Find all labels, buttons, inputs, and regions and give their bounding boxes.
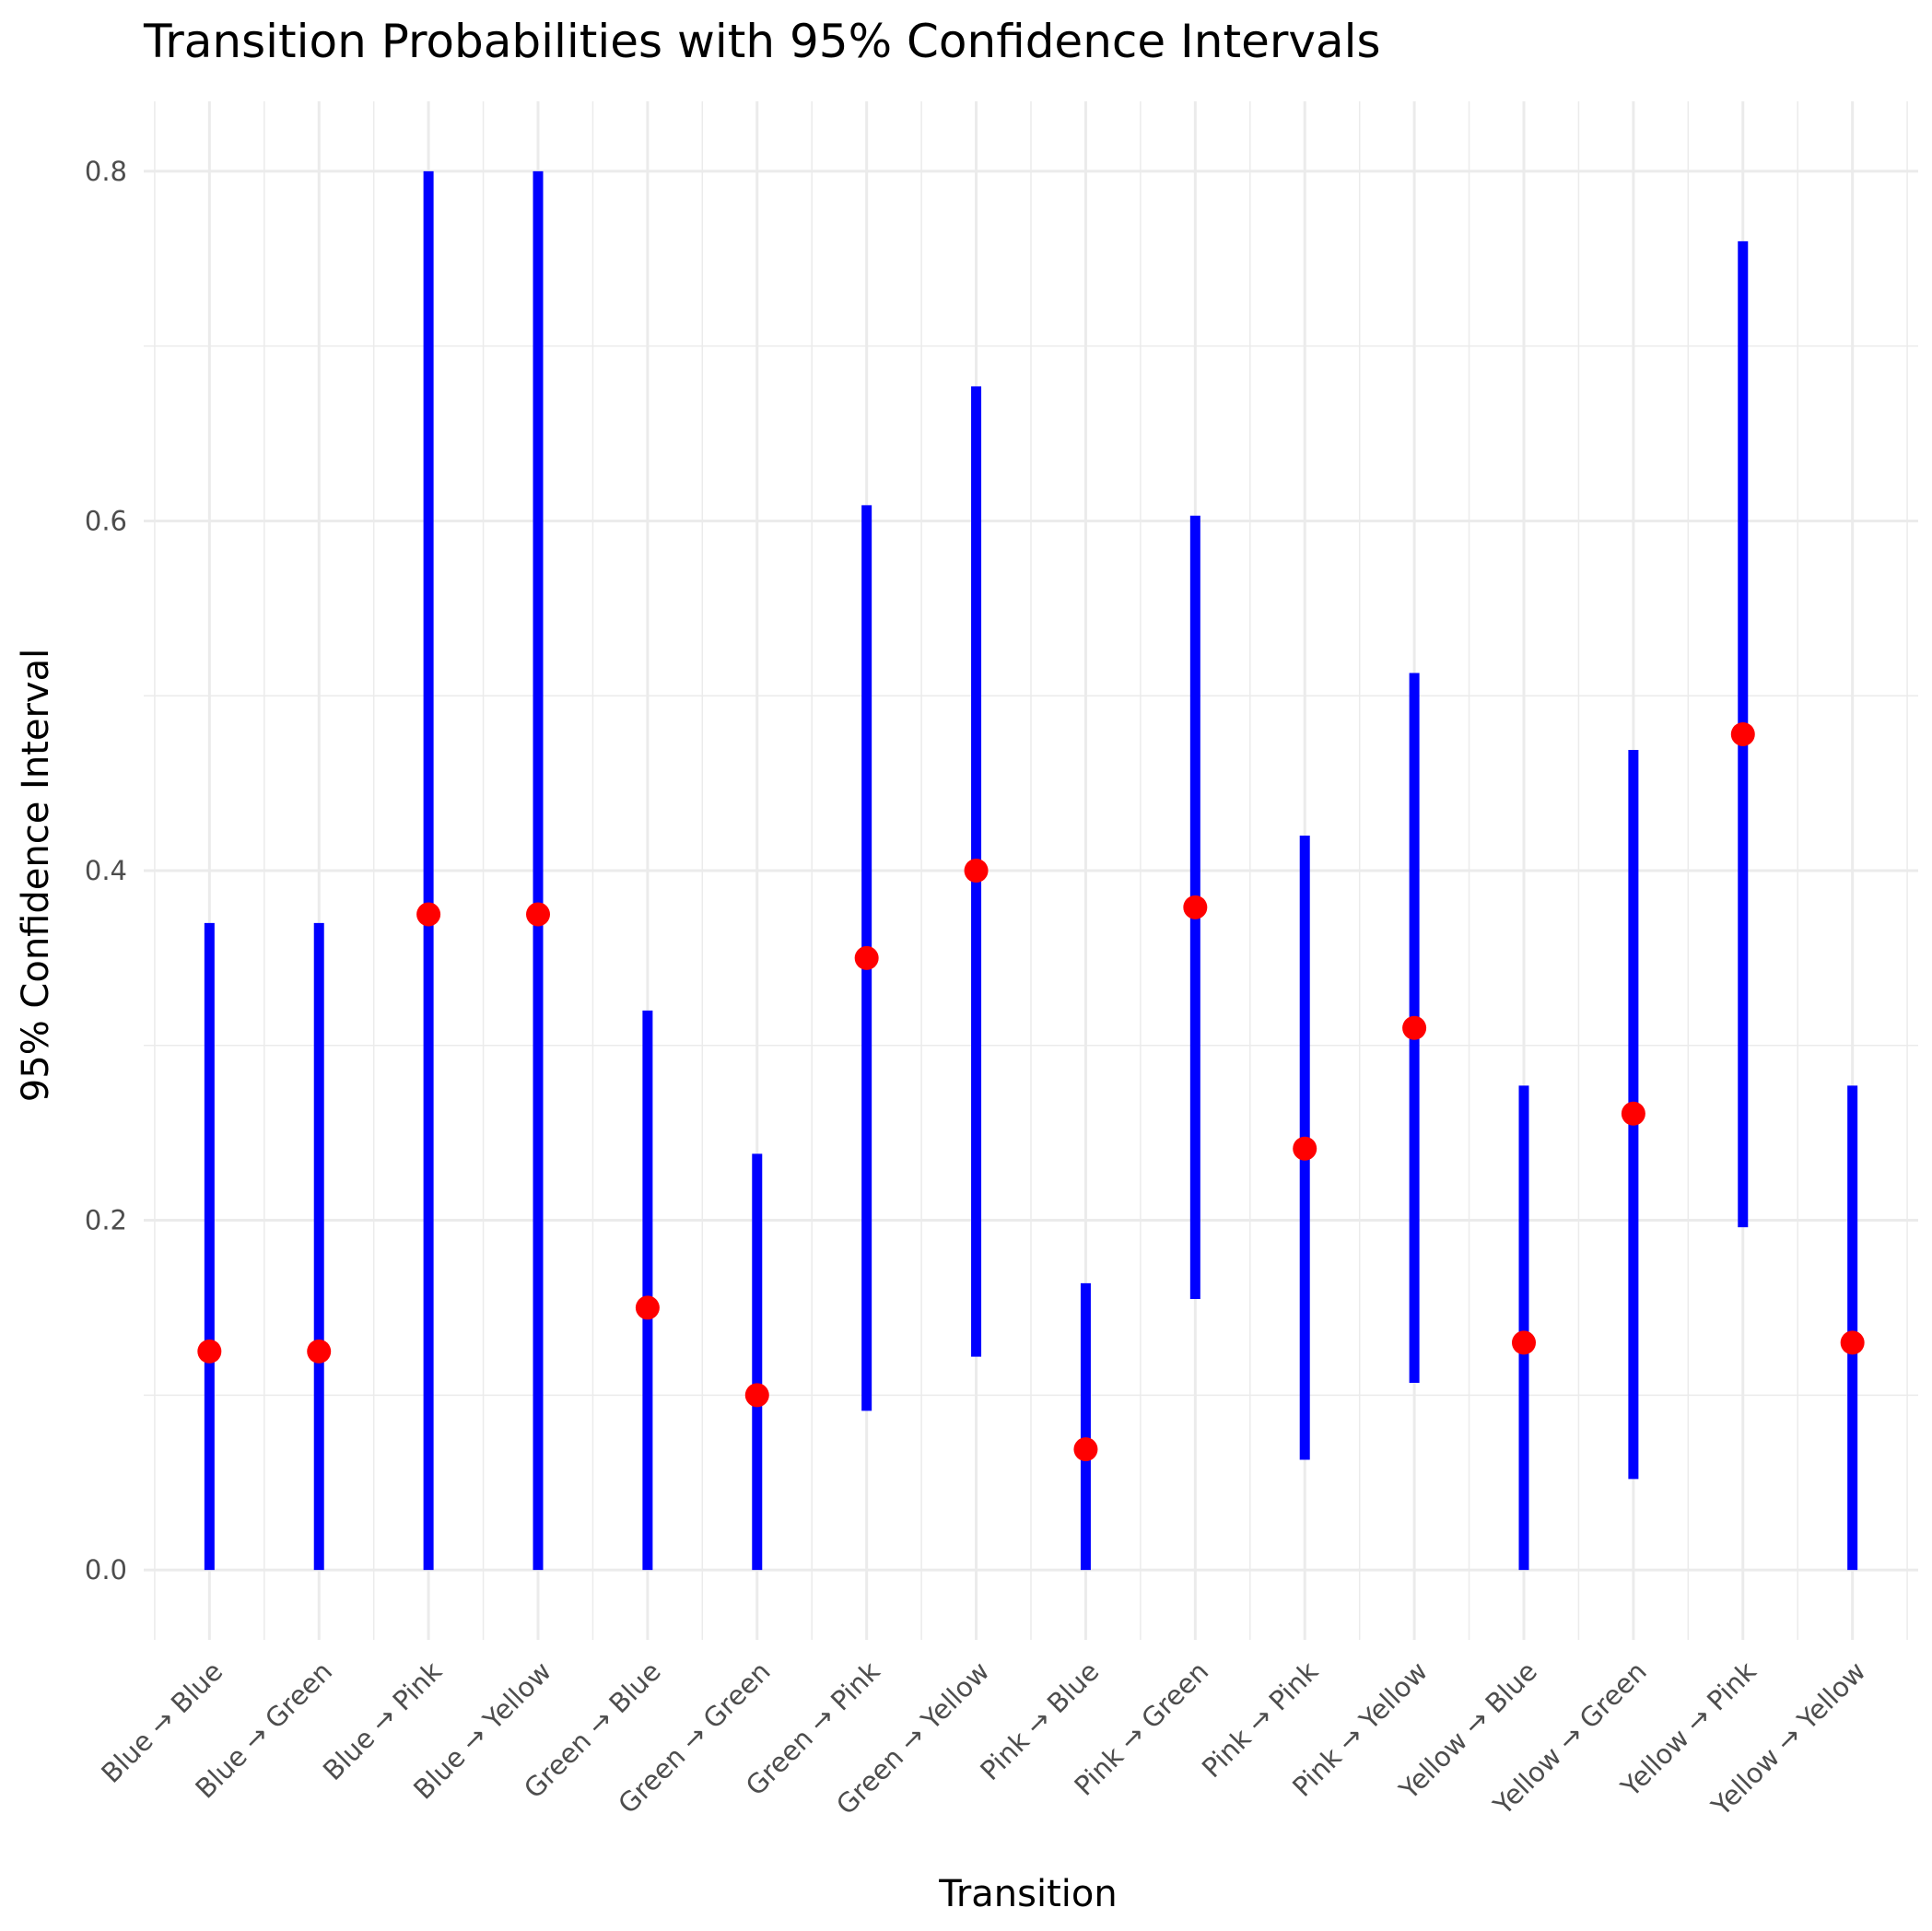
y-tick-label: 0.2 (85, 1205, 127, 1236)
estimate-point (526, 902, 550, 927)
y-axis-ticks: 0.0 0.2 0.4 0.6 0.8 (85, 156, 127, 1586)
estimate-point (964, 859, 989, 883)
estimate-point (307, 1339, 332, 1363)
x-axis-title: Transition (938, 1873, 1117, 1915)
estimate-point (1293, 1136, 1317, 1161)
chart-title: Transition Probabilities with 95% Confid… (143, 15, 1381, 68)
estimate-point (197, 1339, 222, 1363)
estimate-point (1183, 895, 1208, 919)
estimate-point (1840, 1330, 1865, 1355)
y-tick-label: 0.0 (85, 1554, 127, 1586)
estimate-point (1073, 1437, 1098, 1462)
estimate-point (1512, 1330, 1536, 1355)
y-axis-title: 95% Confidence Interval (15, 649, 57, 1102)
estimate-point (1621, 1101, 1645, 1126)
estimate-points (197, 721, 1865, 1462)
grid (144, 101, 1918, 1640)
y-tick-label: 0.6 (85, 505, 127, 536)
estimate-point (1402, 1015, 1427, 1040)
estimate-point (416, 902, 441, 927)
estimate-point (854, 945, 879, 970)
y-tick-label: 0.8 (85, 156, 127, 187)
estimate-point (1730, 721, 1755, 746)
estimate-point (744, 1383, 769, 1408)
estimate-point (635, 1295, 660, 1320)
y-tick-label: 0.4 (85, 855, 127, 886)
